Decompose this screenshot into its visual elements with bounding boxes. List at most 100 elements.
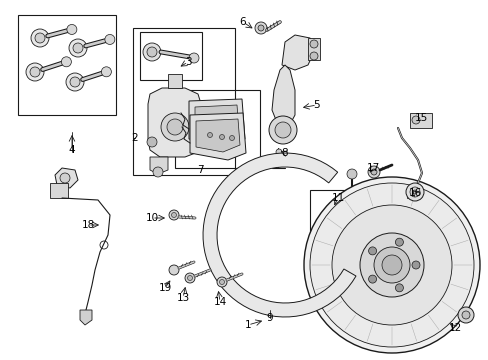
Circle shape: [268, 116, 296, 144]
Text: 4: 4: [68, 145, 75, 155]
Circle shape: [304, 177, 479, 353]
Circle shape: [229, 135, 234, 140]
Circle shape: [354, 199, 364, 209]
Circle shape: [73, 43, 83, 53]
Circle shape: [309, 52, 317, 60]
Text: 6: 6: [239, 17, 246, 27]
Circle shape: [411, 261, 419, 269]
Circle shape: [370, 169, 376, 175]
Circle shape: [147, 47, 157, 57]
Bar: [50, 183, 68, 198]
Text: 2: 2: [131, 133, 138, 143]
Circle shape: [104, 35, 115, 44]
Circle shape: [167, 119, 183, 135]
Circle shape: [67, 24, 77, 35]
Polygon shape: [148, 88, 202, 157]
Polygon shape: [196, 119, 240, 152]
Circle shape: [309, 183, 473, 347]
Circle shape: [184, 273, 195, 283]
Polygon shape: [80, 310, 92, 325]
Polygon shape: [203, 153, 355, 317]
Text: 10: 10: [145, 213, 158, 223]
Circle shape: [147, 137, 157, 147]
Circle shape: [187, 275, 192, 280]
Circle shape: [346, 169, 356, 179]
Circle shape: [207, 132, 212, 138]
Circle shape: [101, 67, 111, 77]
Polygon shape: [168, 74, 182, 88]
Circle shape: [368, 247, 376, 255]
Circle shape: [189, 53, 199, 63]
Circle shape: [69, 39, 87, 57]
Circle shape: [331, 205, 451, 325]
Bar: [309, 190, 409, 278]
Circle shape: [161, 113, 189, 141]
Bar: [140, 32, 202, 80]
Bar: [133, 28, 235, 175]
Polygon shape: [195, 105, 239, 138]
Circle shape: [171, 212, 176, 217]
Circle shape: [169, 210, 179, 220]
Text: 11: 11: [331, 193, 344, 203]
Polygon shape: [282, 35, 314, 70]
Circle shape: [35, 33, 45, 43]
Polygon shape: [150, 157, 168, 174]
Circle shape: [395, 284, 403, 292]
Circle shape: [31, 29, 49, 47]
Circle shape: [343, 218, 375, 250]
Text: 18: 18: [81, 220, 95, 230]
Text: 8: 8: [281, 148, 288, 158]
Circle shape: [66, 73, 84, 91]
Circle shape: [351, 226, 367, 242]
Circle shape: [217, 277, 226, 287]
Circle shape: [26, 63, 44, 81]
Circle shape: [359, 233, 423, 297]
Circle shape: [218, 121, 223, 126]
Circle shape: [317, 192, 401, 276]
Circle shape: [381, 255, 401, 275]
Circle shape: [383, 220, 393, 230]
Circle shape: [254, 22, 266, 34]
Bar: [18, 15, 116, 115]
Circle shape: [219, 279, 224, 284]
Circle shape: [142, 43, 161, 61]
Circle shape: [153, 167, 163, 177]
Circle shape: [219, 135, 224, 140]
Circle shape: [337, 253, 346, 263]
Circle shape: [372, 253, 382, 263]
Text: 5: 5: [313, 100, 320, 110]
Circle shape: [196, 116, 207, 128]
Text: 14: 14: [213, 297, 226, 307]
Text: 12: 12: [447, 323, 461, 333]
Circle shape: [329, 204, 389, 264]
Text: 1: 1: [244, 320, 251, 330]
Text: 9: 9: [266, 313, 273, 323]
Circle shape: [367, 166, 379, 178]
Text: 13: 13: [176, 293, 189, 303]
Bar: [175, 90, 260, 168]
Circle shape: [61, 57, 71, 67]
Bar: [409, 113, 431, 128]
Text: 7: 7: [196, 165, 203, 175]
Polygon shape: [190, 113, 245, 160]
Circle shape: [461, 311, 469, 319]
Polygon shape: [271, 65, 294, 128]
Circle shape: [60, 173, 70, 183]
Circle shape: [70, 77, 80, 87]
Circle shape: [412, 190, 416, 194]
Polygon shape: [189, 99, 244, 146]
Circle shape: [395, 238, 403, 246]
Text: 15: 15: [413, 113, 427, 123]
Circle shape: [405, 183, 423, 201]
Circle shape: [274, 122, 290, 138]
Circle shape: [409, 187, 419, 197]
Circle shape: [30, 67, 40, 77]
Circle shape: [309, 40, 317, 48]
Circle shape: [368, 275, 376, 283]
Circle shape: [228, 122, 233, 126]
Circle shape: [275, 149, 282, 155]
Text: 17: 17: [366, 163, 379, 173]
Circle shape: [373, 247, 409, 283]
Circle shape: [206, 118, 211, 123]
Circle shape: [258, 25, 264, 31]
